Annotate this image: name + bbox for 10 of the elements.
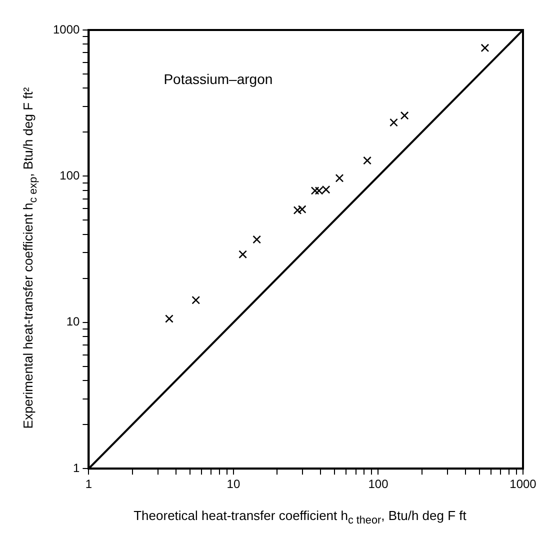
x-tick-label: 1000 — [510, 477, 537, 492]
y-tick-label: 10 — [66, 314, 80, 329]
y-tick-label: 1000 — [52, 22, 80, 36]
y-tick-label: 1 — [73, 460, 80, 475]
annotation: Potassium–argon — [164, 70, 273, 87]
x-axis-title: Theoretical heat-transfer coefficient h$_{c theor}$, Btu/h deg F ft — [132, 508, 468, 527]
y-tick-label: 100 — [60, 168, 80, 183]
x-tick-label: 100 — [368, 477, 389, 492]
x-tick-label: 1 — [85, 477, 92, 492]
x-tick-label: 10 — [226, 477, 240, 492]
